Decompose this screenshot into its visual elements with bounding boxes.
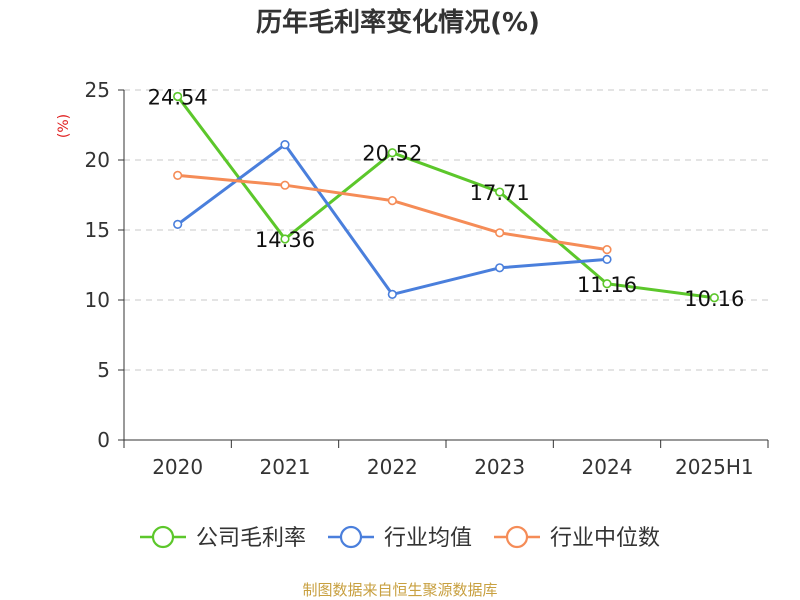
x-tick-label: 2022 bbox=[367, 455, 418, 479]
data-point[interactable] bbox=[280, 140, 290, 150]
x-tick-label: 2020 bbox=[152, 455, 203, 479]
axes: 0 5 10 15 20 25 2020 2021 2022 2023 2024 2025H1 bbox=[85, 78, 769, 479]
legend-item[interactable]: 行业均值 bbox=[328, 525, 472, 551]
data-label: 20.52 bbox=[362, 142, 422, 166]
legend[interactable]: 公司毛利率 行业均值 行业中位数 bbox=[140, 525, 660, 551]
source-note: 制图数据来自恒生聚源数据库 bbox=[302, 581, 497, 599]
data-label: 24.54 bbox=[148, 85, 208, 109]
data-point[interactable] bbox=[602, 254, 612, 264]
data-point[interactable] bbox=[387, 289, 397, 300]
y-tick-label: 0 bbox=[97, 428, 110, 452]
data-point[interactable] bbox=[709, 293, 719, 303]
data-label: 11.16 bbox=[577, 273, 637, 297]
data-label: 14.36 bbox=[255, 228, 315, 252]
legend-item[interactable]: 行业中位数 bbox=[494, 525, 660, 551]
data-point[interactable] bbox=[495, 228, 505, 238]
y-axis-unit-label: (%) bbox=[56, 114, 72, 138]
data-point[interactable] bbox=[173, 170, 183, 180]
data-point[interactable] bbox=[602, 245, 612, 255]
legend-marker-icon bbox=[505, 525, 529, 549]
chart-title: 历年毛利率变化情况(%) bbox=[256, 7, 540, 38]
legend-label: 行业中位数 bbox=[550, 526, 660, 551]
data-point[interactable] bbox=[280, 180, 290, 190]
data-point[interactable] bbox=[387, 148, 397, 158]
y-tick-label: 5 bbox=[97, 358, 110, 382]
x-tick-label: 2023 bbox=[474, 455, 525, 479]
legend-item[interactable]: 公司毛利率 bbox=[140, 525, 306, 551]
data-point[interactable] bbox=[280, 234, 290, 244]
legend-marker-icon bbox=[151, 525, 175, 549]
data-point[interactable] bbox=[387, 196, 397, 206]
y-tick-label: 25 bbox=[85, 78, 110, 102]
x-tick-label: 2021 bbox=[260, 455, 311, 479]
y-tick-label: 15 bbox=[85, 218, 110, 242]
x-tick-label: 2025H1 bbox=[675, 455, 754, 479]
data-point[interactable] bbox=[495, 187, 505, 197]
data-point[interactable] bbox=[173, 91, 183, 102]
legend-marker-icon bbox=[339, 525, 363, 549]
series-line bbox=[177, 173, 608, 252]
series-line bbox=[176, 95, 715, 300]
data-label: 10.16 bbox=[684, 287, 744, 311]
y-tick-label: 20 bbox=[85, 148, 110, 172]
legend-label: 行业均值 bbox=[384, 526, 472, 551]
data-point[interactable] bbox=[495, 263, 505, 273]
data-labels: 24.54 14.36 20.52 17.71 11.16 10.16 bbox=[148, 85, 745, 310]
grid-lines bbox=[124, 89, 768, 371]
series-line bbox=[176, 143, 608, 296]
data-point[interactable] bbox=[602, 279, 612, 289]
x-tick-label: 2024 bbox=[582, 455, 633, 479]
series-lines bbox=[173, 91, 719, 303]
legend-label: 公司毛利率 bbox=[196, 526, 306, 551]
data-label: 17.71 bbox=[470, 181, 530, 205]
y-tick-label: 10 bbox=[85, 288, 110, 312]
data-point[interactable] bbox=[173, 219, 183, 229]
